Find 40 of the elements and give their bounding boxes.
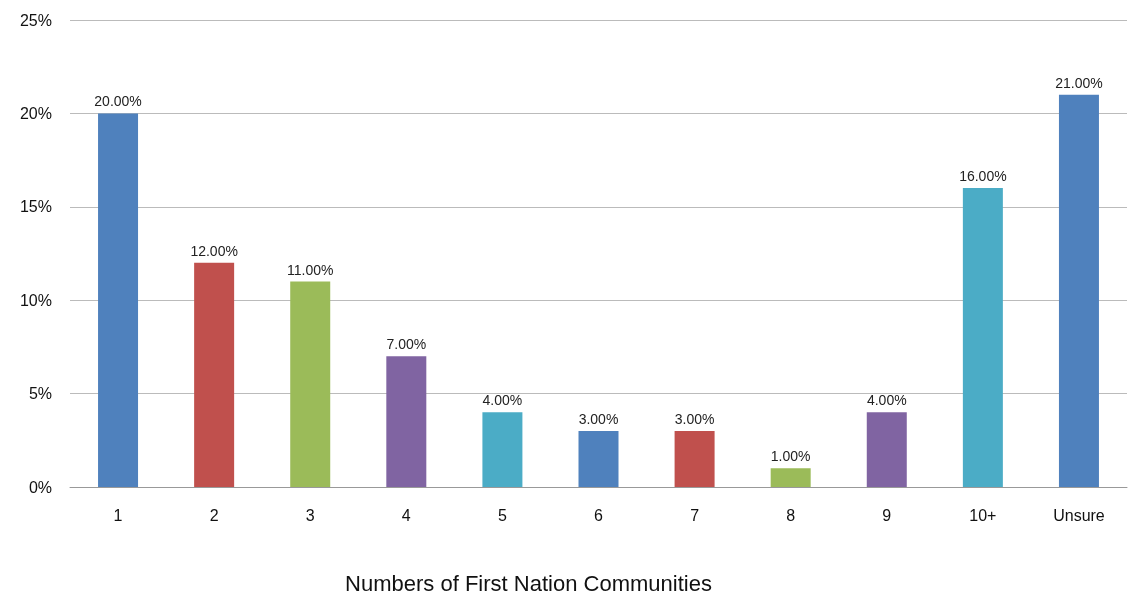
bar <box>578 430 619 487</box>
x-tick-label: 4 <box>401 506 411 524</box>
data-label: 1.00% <box>770 448 811 465</box>
x-tick-label: 5 <box>497 506 507 524</box>
y-tick-label: 25% <box>19 11 52 29</box>
x-tick-label: 8 <box>786 506 796 524</box>
y-tick-label: 0% <box>28 478 52 496</box>
bar <box>482 412 523 487</box>
x-tick-label: 10+ <box>969 506 997 524</box>
y-tick-label: 5% <box>28 385 52 403</box>
x-tick-label: 7 <box>690 506 700 524</box>
data-label: 4.00% <box>866 392 907 409</box>
data-label: 16.00% <box>959 168 1007 185</box>
data-label: 12.00% <box>190 242 238 259</box>
x-axis-title: Numbers of First Nation Communities <box>345 570 712 596</box>
data-label: 4.00% <box>482 392 523 409</box>
data-label: 21.00% <box>1055 74 1103 91</box>
bar <box>98 113 139 487</box>
x-tick-label: 9 <box>882 506 892 524</box>
bar <box>386 356 427 487</box>
data-label: 3.00% <box>578 410 619 427</box>
x-tick-label: 3 <box>305 506 315 524</box>
bar <box>770 468 811 487</box>
x-tick-label: 6 <box>594 506 604 524</box>
data-label: 7.00% <box>386 336 427 353</box>
bar <box>1058 94 1099 487</box>
data-label: 3.00% <box>674 410 715 427</box>
data-label: 20.00% <box>94 93 142 110</box>
y-tick-label: 15% <box>19 198 52 216</box>
data-label: 11.00% <box>287 261 334 278</box>
x-tick-label: 1 <box>113 506 123 524</box>
bar <box>194 262 235 487</box>
bar <box>674 430 715 487</box>
x-tick-label: 2 <box>209 506 219 524</box>
bar <box>962 188 1003 487</box>
bar <box>866 412 907 487</box>
y-tick-label: 20% <box>19 104 52 122</box>
x-tick-label: Unsure <box>1053 506 1105 524</box>
y-tick-label: 10% <box>19 291 52 309</box>
bar <box>290 281 331 487</box>
